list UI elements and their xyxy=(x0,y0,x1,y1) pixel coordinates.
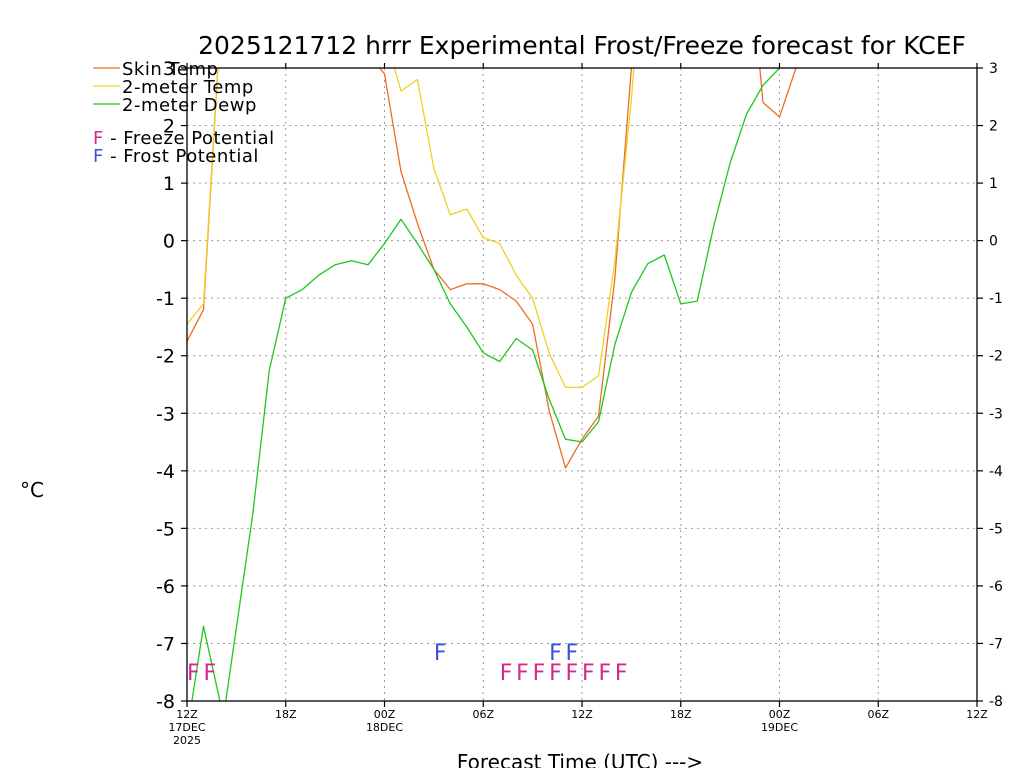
potential-markers: F F FF F F F F F F F F F xyxy=(187,641,628,686)
freeze-potential-marker: F xyxy=(582,661,595,686)
x-tick-year-label: 2025 xyxy=(173,734,201,747)
y-tick-label-right: -8 xyxy=(989,694,1003,710)
y-tick-label-right: -1 xyxy=(989,291,1003,307)
y-tick-label-left: 1 xyxy=(163,173,175,195)
x-tick-date-label: 18DEC xyxy=(366,721,403,734)
y-tick-label-right: -5 xyxy=(989,521,1003,537)
x-tick-hour-label: 18Z xyxy=(275,708,297,721)
y-tick-label-right: -4 xyxy=(989,464,1003,480)
x-tick-hour-label: 06Z xyxy=(472,708,494,721)
frost-potential-marker: F xyxy=(434,641,447,666)
y-tick-label-left: -7 xyxy=(156,633,175,655)
tick-marks xyxy=(181,63,983,707)
grid-lines xyxy=(187,68,977,701)
potential-legend-entry: F - Freeze Potential xyxy=(93,128,275,149)
y-tick-label-left: -2 xyxy=(156,346,175,368)
y-tick-label-right: -2 xyxy=(989,349,1003,365)
legend-label: 2-meter Dewp xyxy=(122,95,257,116)
frost-potential-marker: F xyxy=(549,641,562,666)
y-tick-label-right: -6 xyxy=(989,579,1003,595)
y-tick-label-left: -8 xyxy=(156,691,175,713)
x-tick-date-label: 19DEC xyxy=(761,721,798,734)
y-tick-label-right: 0 xyxy=(989,234,998,250)
x-tick-date-label: 17DEC xyxy=(168,721,205,734)
y-tick-label-left: -6 xyxy=(156,576,175,598)
frost-potential-marker: F xyxy=(566,641,579,666)
x-tick-hour-label: 00Z xyxy=(769,708,791,721)
y-tick-label-left: -1 xyxy=(156,288,175,310)
x-tick-hour-label: 12Z xyxy=(176,708,198,721)
series-lines xyxy=(187,68,798,701)
y-tick-label-right: -7 xyxy=(989,636,1003,652)
x-tick-hour-label: 00Z xyxy=(374,708,396,721)
freeze-potential-marker: F xyxy=(549,661,562,686)
freeze-potential-marker: F xyxy=(566,661,579,686)
potential-legend-letter: F xyxy=(93,128,104,149)
y-tick-label-left: -4 xyxy=(156,461,175,483)
y-tick-label-right: 3 xyxy=(989,61,998,77)
y-tick-label-right: 2 xyxy=(989,119,998,135)
series-line-skin-temp xyxy=(187,68,798,469)
x-tick-hour-label: 12Z xyxy=(966,708,988,721)
y-tick-label-left: 0 xyxy=(163,231,175,253)
freeze-potential-marker: F xyxy=(598,661,611,686)
potential-legend-letter: F xyxy=(93,146,104,167)
potential-legend-text: - Freeze Potential xyxy=(104,128,275,149)
legend-label: Skin Temp xyxy=(122,59,218,80)
plot-frame xyxy=(186,67,978,702)
freeze-potential-marker: F xyxy=(500,661,513,686)
y-tick-label-left: -3 xyxy=(156,403,175,425)
chart-title: 2025121712 hrrr Experimental Frost/Freez… xyxy=(198,31,966,60)
x-tick-hour-label: 12Z xyxy=(571,708,593,721)
x-axis-label: Forecast Time (UTC) ---> xyxy=(457,750,703,768)
y-tick-label-left: 3 xyxy=(163,58,175,80)
x-tick-hour-label: 18Z xyxy=(670,708,692,721)
legend-label: 2-meter Temp xyxy=(122,77,254,98)
x-tick-hour-label: 06Z xyxy=(867,708,889,721)
freeze-potential-marker: F xyxy=(615,661,628,686)
freeze-potential-marker: F xyxy=(516,661,529,686)
freeze-potential-marker: F xyxy=(533,661,546,686)
potential-legend-text: - Frost Potential xyxy=(104,146,259,167)
y-axis-label: °C xyxy=(20,478,44,502)
series-line-2-meter-temp xyxy=(187,68,796,389)
potential-legend-entry: F - Frost Potential xyxy=(93,146,259,167)
y-tick-label-right: -3 xyxy=(989,406,1003,422)
freeze-potential-marker: F xyxy=(187,661,200,686)
series-line-2-meter-dewp xyxy=(191,68,780,701)
y-tick-label-left: 2 xyxy=(163,116,175,138)
freeze-potential-marker: F xyxy=(203,661,216,686)
y-tick-label-left: -5 xyxy=(156,518,175,540)
y-tick-label-right: 1 xyxy=(989,176,998,192)
